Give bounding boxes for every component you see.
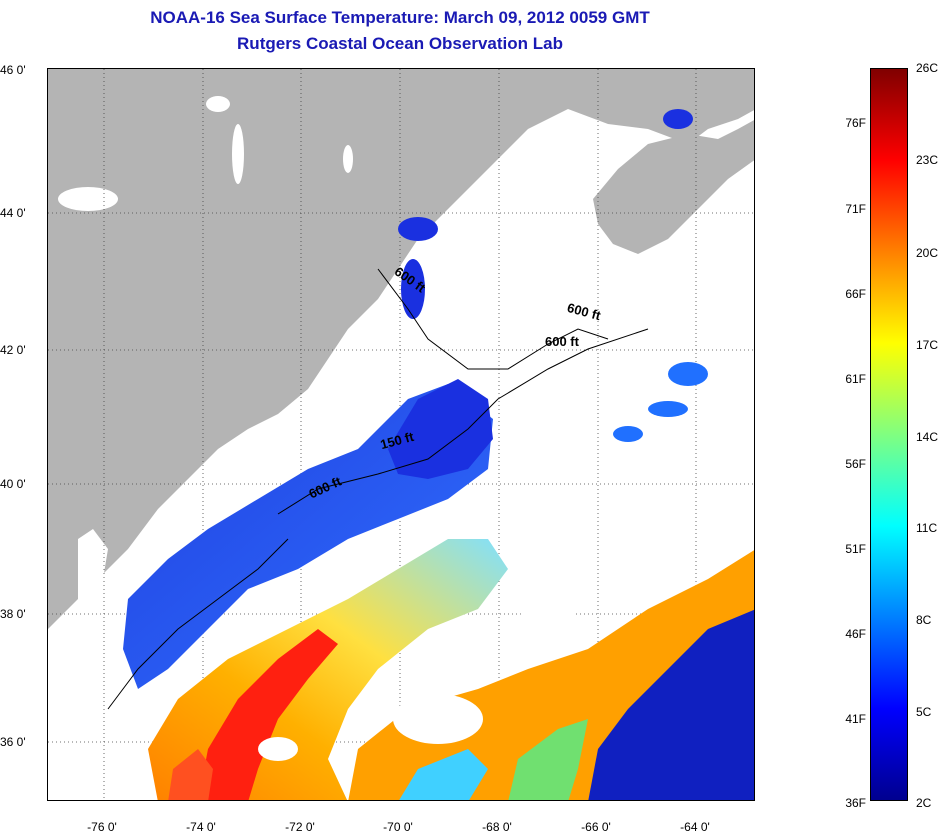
sst-map-svg: [48, 69, 754, 800]
colorbar-f-label: 76F: [845, 116, 866, 130]
ocean-cloud: [508, 609, 588, 649]
colorbar-f-label: 71F: [845, 202, 866, 216]
colorbar-f-label: 51F: [845, 542, 866, 556]
colorbar-f-label: 36F: [845, 796, 866, 810]
land-cloud: [343, 145, 353, 173]
colorbar-f-label: 66F: [845, 287, 866, 301]
colorbar-c-label: 2C: [916, 796, 932, 810]
sst-patch: [398, 217, 438, 241]
colorbar-c-label: 17C: [916, 338, 939, 352]
sst-georges-bank: [388, 379, 493, 479]
sst-offshore-green: [508, 719, 588, 800]
colorbar-c-label: 5C: [916, 705, 932, 719]
map-title: NOAA-16 Sea Surface Temperature: March 0…: [150, 8, 650, 27]
lon-label: -74 0': [186, 820, 216, 834]
colorbar-c-label: 23C: [916, 153, 939, 167]
sst-gulf-stream-2: [168, 749, 213, 800]
colorbar-c-label: 11C: [916, 521, 938, 535]
lat-label: 40 0': [0, 477, 26, 491]
lat-label: 36 0': [0, 735, 26, 749]
sst-gulf-stream: [198, 629, 338, 800]
colorbar-c-label: 8C: [916, 613, 932, 627]
lat-label: 38 0': [0, 607, 26, 621]
colorbar-c-label: 14C: [916, 430, 939, 444]
sst-map: [47, 68, 755, 801]
colorbar-f-label: 61F: [845, 372, 866, 386]
isobath-contours: [107, 268, 649, 710]
isobath-label: 600 ft: [545, 334, 579, 349]
colorbar-c-label: 20C: [916, 246, 939, 260]
lon-label: -70 0': [383, 820, 413, 834]
lat-label: 42 0': [0, 343, 26, 357]
map-subtitle: Rutgers Coastal Ocean Observation Lab: [237, 34, 563, 53]
sst-patch: [668, 362, 708, 386]
colorbar-f-label: 46F: [845, 627, 866, 641]
sst-offshore-cyan: [399, 749, 488, 800]
sst-patch: [648, 401, 688, 417]
ocean-cloud: [258, 737, 298, 761]
lon-label: -68 0': [482, 820, 512, 834]
colorbar-c-label: 26C: [916, 61, 939, 75]
temperature-colorbar: [870, 68, 908, 801]
lon-label: -72 0': [285, 820, 315, 834]
land-cloud: [232, 124, 244, 184]
lon-label: -76 0': [87, 820, 117, 834]
land-cloud: [206, 96, 230, 112]
lat-label: 46 0': [0, 63, 26, 77]
sst-patch: [401, 259, 425, 319]
colorbar-f-label: 56F: [845, 457, 866, 471]
land-mass-north: [48, 69, 754, 629]
lon-label: -64 0': [680, 820, 710, 834]
ocean-cloud: [393, 694, 483, 744]
land-mass-nova-scotia: [593, 120, 754, 254]
lat-label: 44 0': [0, 206, 26, 220]
chesapeake-bay: [78, 529, 108, 629]
land-cloud: [58, 187, 118, 211]
colorbar-f-label: 41F: [845, 712, 866, 726]
sst-offshore-cold: [588, 609, 754, 800]
lon-label: -66 0': [581, 820, 611, 834]
sst-patch: [663, 109, 693, 129]
sst-patch: [613, 426, 643, 442]
